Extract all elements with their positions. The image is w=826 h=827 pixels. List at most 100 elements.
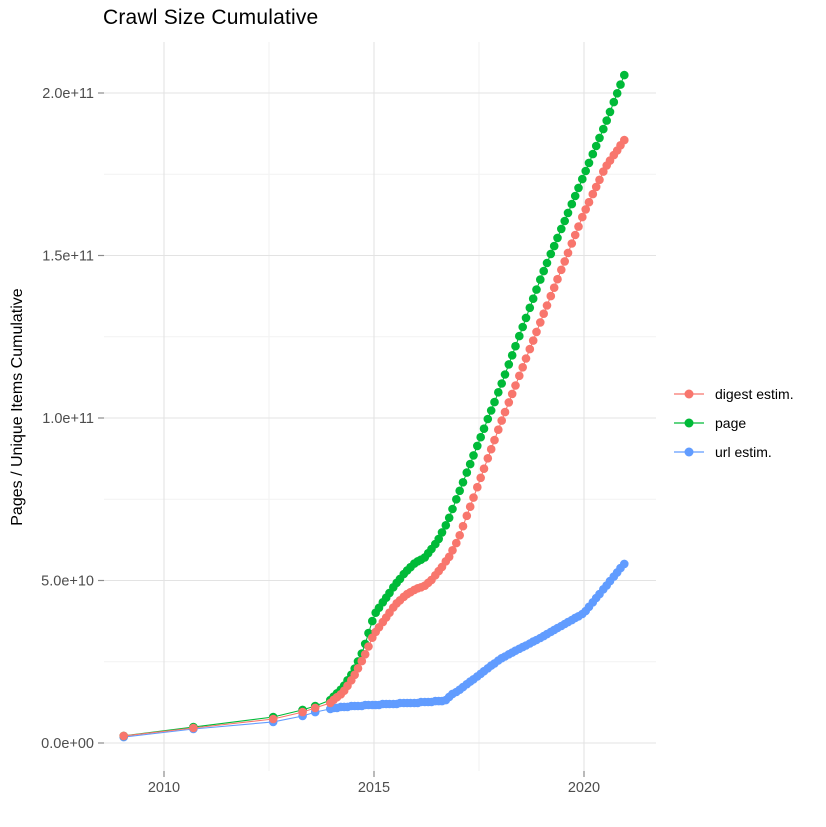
legend-item-digest-estim: digest estim. [672, 379, 794, 408]
y-tick-label: 2.0e+11 [42, 86, 94, 102]
data-point-digest [486, 444, 496, 454]
data-point-digest [574, 222, 583, 231]
data-point-page [494, 388, 503, 397]
data-point-digest [620, 135, 629, 145]
data-point-page [515, 331, 524, 341]
data-point-page [557, 224, 566, 234]
data-point-digest [268, 714, 278, 724]
data-point-page [473, 441, 482, 451]
data-point-page [497, 379, 507, 388]
data-point-digest [360, 650, 370, 659]
data-point-digest [518, 363, 527, 372]
data-point-page [602, 116, 611, 125]
data-point-digest [595, 175, 604, 185]
data-point-page [605, 107, 615, 117]
data-point-digest [532, 327, 541, 337]
data-point-digest [490, 435, 499, 445]
data-point-page [476, 432, 486, 442]
data-point-url [620, 559, 629, 569]
gridlines [104, 42, 656, 771]
data-point-page [612, 89, 622, 98]
axis-ticks [98, 92, 585, 777]
data-point-digest [353, 664, 363, 673]
legend-label-digest-estim: digest estim. [715, 385, 794, 402]
data-point-page [455, 486, 465, 496]
data-point-digest [570, 230, 580, 240]
data-point-page [528, 294, 538, 304]
data-point-digest [584, 197, 594, 207]
data-point-digest [553, 274, 562, 284]
data-point-page [504, 360, 514, 369]
data-point-digest [483, 454, 493, 463]
data-point-page [578, 174, 587, 184]
y-tick-label: 5.0e+10 [41, 574, 94, 590]
data-point-page [595, 133, 604, 143]
data-point-digest [549, 283, 559, 293]
legend-key-url-icon [674, 447, 704, 456]
data-point-page [441, 521, 451, 530]
data-point-page [599, 124, 608, 134]
data-point-digest [476, 473, 486, 483]
data-point-digest [119, 731, 128, 741]
data-point-page [549, 241, 559, 251]
data-point-digest [298, 707, 307, 717]
series-url [119, 559, 629, 742]
data-point-page [584, 158, 594, 168]
data-point-digest [455, 531, 465, 540]
data-series [119, 70, 629, 742]
data-point-digest [557, 265, 566, 275]
data-point-page [486, 406, 496, 415]
legend-item-page: page [672, 408, 794, 437]
data-point-page [546, 249, 556, 259]
data-point-page [465, 459, 475, 469]
data-point-page [588, 149, 598, 159]
data-point-page [542, 258, 552, 268]
data-point-page [536, 275, 545, 284]
data-point-digest [448, 546, 457, 555]
data-point-page [616, 80, 625, 89]
data-point-digest [528, 336, 538, 345]
data-point-digest [452, 538, 461, 548]
legend-key-digest-icon [674, 389, 704, 398]
data-point-digest [465, 502, 475, 512]
x-tick-label: 2010 [148, 780, 180, 796]
data-point-page [500, 370, 510, 379]
data-point-digest [591, 182, 601, 192]
data-point-page [560, 216, 569, 226]
data-point-digest [473, 482, 482, 492]
data-point-digest [500, 407, 510, 417]
data-point-digest [539, 309, 548, 319]
data-point-page [591, 141, 601, 151]
data-point-page [469, 451, 478, 460]
data-point-digest [504, 398, 514, 407]
data-point-page [574, 183, 583, 193]
data-point-page [458, 478, 468, 487]
legend-item-url-estim: url estim. [672, 437, 794, 466]
x-tick-label: 2015 [358, 780, 390, 796]
legend-label-page: page [715, 414, 747, 431]
data-point-digest [479, 464, 489, 474]
data-point-page [567, 199, 577, 209]
data-point-page [490, 397, 499, 407]
chart-title: Crawl Size Cumulative [103, 6, 319, 29]
data-point-digest [458, 521, 468, 531]
data-point-digest [310, 703, 320, 713]
data-point-digest [357, 656, 367, 666]
data-point-page [462, 468, 472, 477]
data-point-digest [525, 344, 535, 354]
data-point-digest [542, 301, 552, 310]
data-point-digest [497, 416, 507, 425]
data-point-page [581, 166, 590, 176]
data-point-page [518, 322, 527, 332]
data-point-digest [563, 248, 573, 258]
data-point-page [448, 504, 457, 514]
data-point-digest [189, 723, 198, 733]
data-point-page [620, 70, 629, 80]
data-point-page [521, 313, 531, 323]
data-point-page [539, 266, 548, 276]
data-point-page [434, 534, 444, 544]
legend-key-page-icon [674, 418, 704, 427]
data-point-digest [536, 318, 545, 327]
